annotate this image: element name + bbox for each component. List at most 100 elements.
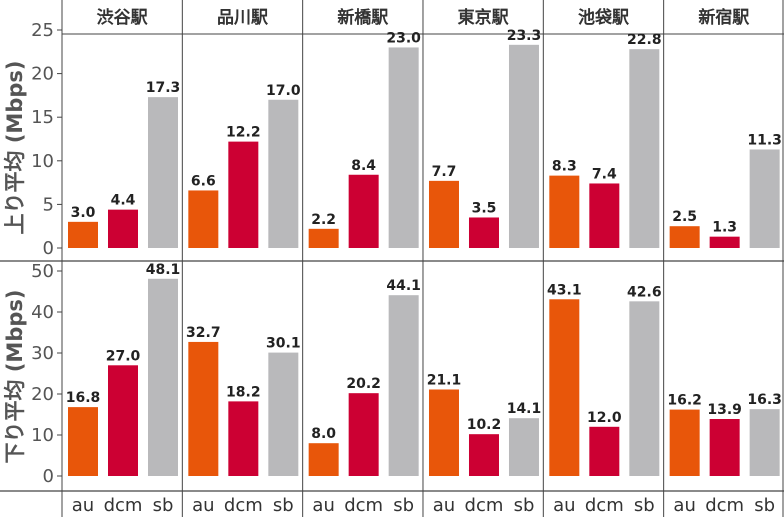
- category-label-sb: sb: [754, 495, 775, 516]
- bar-download-sb: [629, 301, 660, 476]
- data-label-upload-au: 2.2: [311, 212, 336, 228]
- station-header: 東京駅: [458, 7, 510, 28]
- data-label-download-sb: 42.6: [627, 284, 662, 300]
- category-label-au: au: [192, 495, 214, 516]
- category-label-dcm: dcm: [344, 495, 383, 516]
- bar-upload-sb: [749, 149, 780, 248]
- data-label-upload-au: 7.7: [432, 164, 457, 180]
- bar-download-dcm: [348, 393, 379, 476]
- y-tick-label: 20: [31, 64, 54, 85]
- bar-upload-au: [308, 228, 339, 248]
- data-label-upload-sb: 11.3: [747, 132, 782, 148]
- data-label-upload-au: 8.3: [552, 159, 577, 175]
- data-labels: 3.0 6.6 2.2 7.7 8.3 2.5 4.4 12.2 8.4 3.5 7.4 1.3 17.…: [66, 28, 782, 442]
- station-header: 新宿駅: [698, 7, 750, 28]
- data-label-upload-au: 6.6: [191, 173, 216, 189]
- station-header: 渋谷駅: [97, 7, 149, 28]
- y-tick-label: 50: [31, 261, 54, 282]
- bar-download-dcm: [709, 419, 740, 476]
- bar-upload-sb: [388, 47, 419, 248]
- data-label-download-sb: 16.3: [747, 392, 782, 408]
- bar-download-au: [549, 299, 580, 476]
- bar-download-dcm: [468, 434, 499, 476]
- category-labels: au dcm sb au dcm sb au dcm sb au dcm sb au dcm sb au dcm…: [72, 495, 775, 516]
- data-label-download-au: 16.8: [66, 390, 101, 406]
- bar-upload-sb: [268, 99, 299, 248]
- data-label-upload-dcm: 8.4: [351, 158, 376, 174]
- bar-download-dcm: [108, 365, 138, 476]
- station-header: 品川駅: [217, 8, 269, 28]
- data-label-upload-sb: 17.3: [146, 80, 181, 96]
- y-tick-label: 5: [43, 194, 54, 215]
- category-label-sb: sb: [514, 495, 535, 516]
- data-label-upload-sb: 17.0: [266, 83, 301, 99]
- data-label-download-au: 43.1: [547, 282, 582, 298]
- bar-download-sb: [268, 352, 299, 476]
- bar-download-sb: [749, 409, 780, 476]
- data-label-download-au: 16.2: [667, 393, 702, 409]
- data-label-download-sb: 44.1: [386, 278, 421, 294]
- data-label-download-dcm: 10.2: [467, 417, 502, 433]
- bar-upload-au: [428, 180, 459, 248]
- bar-download-sb: [148, 278, 178, 476]
- bar-upload-sb: [508, 44, 539, 248]
- category-label-dcm: dcm: [465, 495, 504, 516]
- bar-upload-dcm: [348, 174, 379, 248]
- category-label-dcm: dcm: [585, 495, 624, 516]
- bar-upload-sb: [148, 97, 178, 248]
- bar-upload-au: [188, 190, 219, 248]
- data-label-upload-dcm: 12.2: [226, 125, 261, 141]
- y-tick-label: 25: [31, 20, 54, 41]
- bar-upload-au: [549, 175, 580, 248]
- data-label-upload-au: 2.5: [672, 209, 697, 225]
- data-label-upload-dcm: 4.4: [111, 193, 136, 209]
- data-label-download-sb: 48.1: [146, 262, 181, 278]
- category-label-au: au: [673, 495, 695, 516]
- data-label-upload-sb: 22.8: [627, 32, 662, 48]
- data-label-download-sb: 14.1: [507, 401, 542, 417]
- data-label-download-au: 21.1: [427, 372, 462, 388]
- category-label-au: au: [312, 495, 334, 516]
- bar-upload-dcm: [228, 141, 259, 248]
- data-label-upload-dcm: 7.4: [592, 166, 617, 182]
- bar-download-dcm: [589, 426, 620, 476]
- y-tick-label: 10: [31, 151, 54, 172]
- station-header: 池袋駅: [578, 7, 630, 28]
- category-label-sb: sb: [273, 495, 294, 516]
- y-tick-label: 30: [31, 343, 54, 364]
- station-headers: 渋谷駅 品川駅 新橋駅 東京駅 池袋駅 新宿駅: [97, 7, 751, 28]
- bar-download-sb: [508, 418, 539, 476]
- y-axis-title: 下り平均 (Mbps): [3, 290, 27, 464]
- data-label-download-dcm: 18.2: [226, 384, 261, 400]
- data-label-download-au: 32.7: [186, 325, 221, 341]
- data-label-upload-dcm: 3.5: [472, 200, 497, 216]
- data-label-upload-dcm: 1.3: [712, 220, 737, 236]
- category-label-sb: sb: [153, 495, 174, 516]
- bar-download-au: [428, 389, 459, 476]
- bar-download-au: [669, 409, 700, 476]
- y-tick-label: 40: [31, 302, 54, 323]
- data-label-download-sb: 30.1: [266, 336, 301, 352]
- data-label-download-dcm: 13.9: [707, 402, 742, 418]
- bar-upload-sb: [629, 49, 660, 249]
- category-label-au: au: [72, 495, 94, 516]
- bar-upload-dcm: [108, 209, 138, 248]
- data-label-download-dcm: 27.0: [106, 348, 141, 364]
- category-label-au: au: [433, 495, 455, 516]
- data-label-download-dcm: 20.2: [346, 376, 381, 392]
- bar-download-au: [308, 443, 339, 476]
- bar-upload-dcm: [468, 217, 499, 248]
- bar-upload-au: [669, 226, 700, 248]
- bar-download-sb: [388, 295, 419, 476]
- y-tick-label: 0: [43, 238, 54, 259]
- station-header: 新橋駅: [337, 7, 389, 28]
- bars: [68, 44, 780, 476]
- bar-upload-dcm: [709, 236, 740, 248]
- data-label-download-au: 8.0: [311, 426, 336, 442]
- bar-download-dcm: [228, 401, 259, 476]
- category-label-au: au: [553, 495, 575, 516]
- category-label-dcm: dcm: [104, 495, 143, 516]
- data-label-upload-sb: 23.3: [507, 28, 542, 44]
- data-label-download-dcm: 12.0: [587, 410, 622, 426]
